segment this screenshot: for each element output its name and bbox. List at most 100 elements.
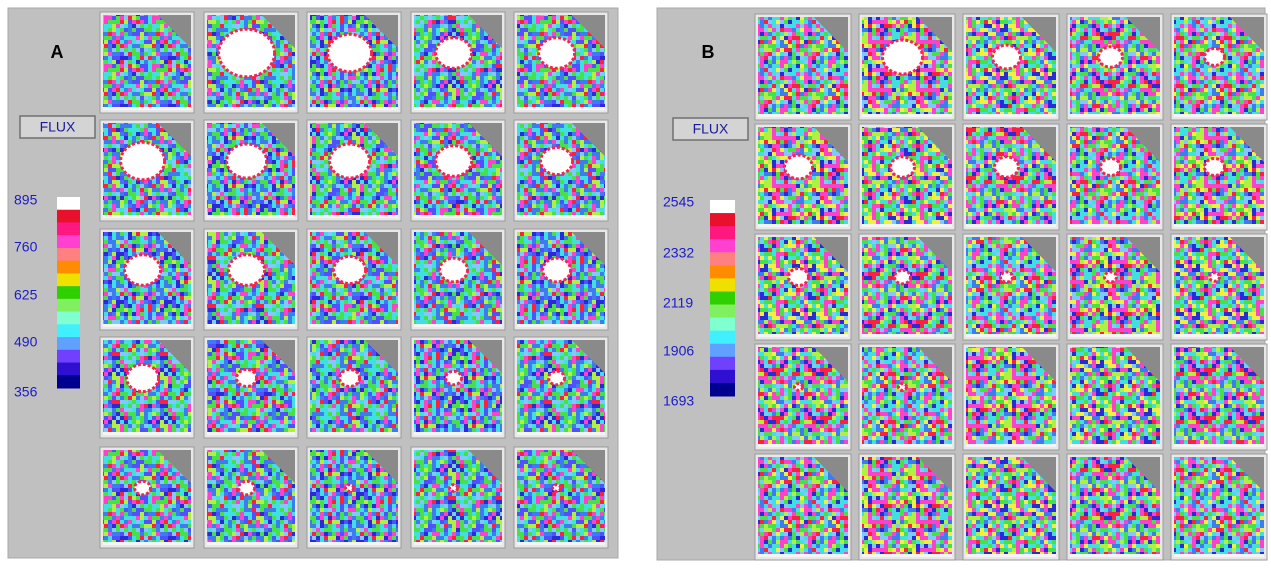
scale-label: 2545 — [663, 194, 694, 210]
figure: AFLUX895760625490356BFLUX254523322119190… — [0, 0, 1271, 565]
bright-region — [883, 40, 923, 74]
bright-region — [785, 155, 813, 179]
colorbar-band — [710, 370, 735, 384]
bright-region — [1001, 272, 1013, 282]
colorbar-band — [710, 331, 735, 345]
bright-region — [1205, 159, 1225, 176]
bright-region — [121, 142, 165, 179]
scale-label: 356 — [14, 384, 38, 400]
bright-region — [135, 481, 151, 495]
tile-bottom-strip — [517, 107, 605, 110]
tile-bottom-strip — [207, 215, 295, 218]
bright-region — [539, 38, 575, 69]
bright-region — [436, 38, 472, 69]
colorbar-band — [57, 210, 80, 223]
tile-bottom-strip — [1174, 554, 1264, 557]
colorbar-band — [57, 261, 80, 274]
colorbar-band — [710, 291, 735, 305]
bright-region — [237, 370, 257, 387]
scale-label: 625 — [14, 287, 38, 303]
tile-bottom-strip — [862, 554, 952, 557]
tile-bottom-strip — [862, 334, 952, 337]
page: AFLUX895760625490356BFLUX254523322119190… — [0, 0, 1271, 565]
tile-bottom-strip — [1174, 114, 1264, 117]
colorbar-band — [57, 235, 80, 248]
bright-region — [1105, 272, 1117, 282]
tile-bottom-strip — [1070, 554, 1160, 557]
tile-bottom-strip — [414, 432, 502, 435]
bright-region — [440, 258, 468, 282]
tile-bottom-strip — [414, 542, 502, 545]
tile-bottom-strip — [414, 107, 502, 110]
colorbar-band — [57, 324, 80, 337]
tile-bottom-strip — [1174, 334, 1264, 337]
bright-region — [450, 485, 458, 492]
tile-bottom-strip — [414, 215, 502, 218]
tile-bottom-strip — [758, 444, 848, 447]
bright-region — [229, 255, 265, 286]
bright-region — [346, 485, 354, 492]
bright-region — [227, 144, 267, 178]
tile-bottom-strip — [310, 107, 398, 110]
tile-bottom-strip — [103, 107, 191, 110]
tile-bottom-strip — [103, 324, 191, 327]
tile-bottom-strip — [517, 215, 605, 218]
bright-region — [125, 255, 161, 286]
colorbar-band — [710, 344, 735, 358]
colorbar-band — [710, 318, 735, 332]
bright-region — [340, 370, 360, 387]
bright-region — [995, 157, 1019, 177]
tile-bottom-strip — [103, 542, 191, 545]
tile-bottom-strip — [966, 334, 1056, 337]
colorbar-band — [57, 273, 80, 286]
bright-region — [795, 384, 803, 391]
tile-bottom-strip — [862, 444, 952, 447]
tile-bottom-strip — [310, 324, 398, 327]
tile-bottom-strip — [862, 224, 952, 227]
colorbar-band — [710, 305, 735, 319]
tile-bottom-strip — [310, 215, 398, 218]
scale-label: 1906 — [663, 343, 694, 359]
bright-region — [330, 144, 370, 178]
panel-label: B — [702, 42, 715, 62]
scale-label: 2119 — [663, 295, 693, 311]
tile-bottom-strip — [758, 334, 848, 337]
bright-region — [543, 258, 571, 282]
tile-bottom-strip — [207, 432, 295, 435]
colorbar-band — [57, 197, 80, 210]
scale-label: 490 — [14, 334, 38, 350]
colorbar-band — [57, 363, 80, 376]
tile-bottom-strip — [1174, 444, 1264, 447]
colorbar-band — [710, 252, 735, 266]
tile-bottom-strip — [966, 444, 1056, 447]
tile-bottom-strip — [310, 432, 398, 435]
tile-bottom-strip — [966, 114, 1056, 117]
bright-region — [541, 147, 573, 174]
bright-region — [899, 384, 907, 391]
scale-label: 895 — [14, 192, 38, 208]
tile-bottom-strip — [207, 324, 295, 327]
tile-bottom-strip — [1070, 334, 1160, 337]
tile-bottom-strip — [758, 224, 848, 227]
colorbar-band — [710, 213, 735, 227]
tile-bottom-strip — [310, 542, 398, 545]
bright-region — [239, 481, 255, 495]
flux-button-label[interactable]: FLUX — [40, 119, 76, 135]
colorbar-band — [710, 278, 735, 292]
colorbar-band — [710, 239, 735, 253]
colorbar-band — [57, 299, 80, 312]
bright-region — [446, 371, 462, 385]
bright-region — [1099, 47, 1123, 67]
colorbar-band — [57, 337, 80, 350]
tile-bottom-strip — [1070, 444, 1160, 447]
bright-region — [891, 157, 915, 177]
tile-bottom-strip — [1070, 224, 1160, 227]
colorbar-band — [57, 312, 80, 325]
tile-bottom-strip — [966, 554, 1056, 557]
colorbar-band — [710, 200, 735, 214]
colorbar-band — [57, 222, 80, 235]
flux-button-label[interactable]: FLUX — [693, 121, 729, 137]
tile-bottom-strip — [207, 107, 295, 110]
bright-region — [127, 364, 159, 391]
tile-bottom-strip — [517, 542, 605, 545]
